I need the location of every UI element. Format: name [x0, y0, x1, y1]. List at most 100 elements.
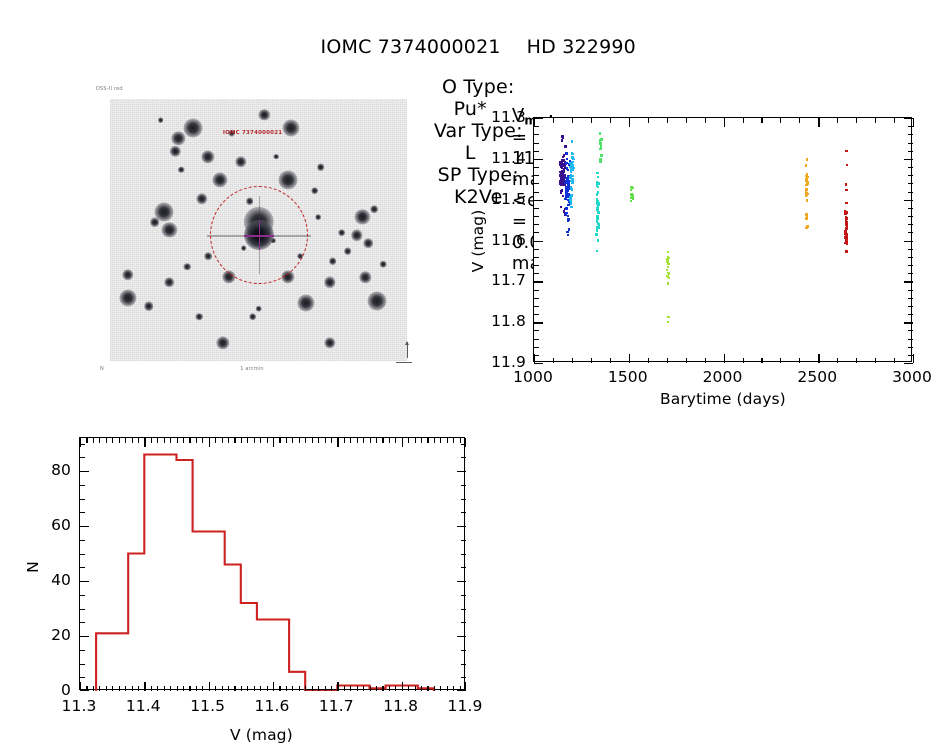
axis-tick-minor: [421, 438, 423, 443]
field-star: [350, 229, 363, 241]
light-curve-point: [845, 227, 848, 230]
axis-tick-major: [628, 354, 631, 363]
axis-tick-minor: [742, 118, 744, 123]
light-curve-point: [569, 185, 573, 189]
light-curve-point: [563, 162, 567, 165]
light-curve-point: [566, 219, 570, 223]
axis-tick-minor: [761, 358, 763, 363]
axis-tick-minor: [685, 118, 687, 123]
light-curve-point: [570, 205, 573, 209]
axis-tick-major: [208, 682, 211, 691]
axis-tick-minor: [80, 677, 85, 679]
light-curve-point: [845, 242, 849, 245]
axis-tick-major: [534, 240, 543, 242]
axis-tick-minor: [908, 314, 913, 316]
axis-tick-major: [904, 363, 913, 365]
light-curve-point: [805, 175, 809, 178]
light-curve-point: [568, 185, 571, 189]
axis-tick-minor: [459, 438, 461, 443]
axis-tick-major: [904, 281, 913, 283]
light-curve-point: [563, 176, 566, 180]
axis-tick-minor: [908, 183, 913, 185]
axis-tick-minor: [99, 438, 101, 443]
light-curve-point: [667, 272, 671, 276]
axis-tick-major: [913, 354, 915, 363]
axis-tick-minor: [461, 622, 466, 624]
axis-tick-minor: [534, 232, 539, 234]
light-curve-point: [569, 193, 573, 197]
axis-tick-minor: [908, 248, 913, 250]
light-curve-point: [565, 186, 568, 189]
axis-tick-minor: [324, 438, 326, 443]
light-curve-point: [845, 217, 848, 220]
axis-tick-minor: [908, 346, 913, 348]
field-star: [119, 289, 137, 307]
axis-tick-minor: [375, 438, 378, 443]
field-star: [255, 305, 262, 312]
axis-tick-major: [144, 682, 146, 691]
axis-tick-minor: [534, 338, 539, 340]
light-curve-point: [597, 202, 600, 205]
axis-tick-major: [904, 322, 913, 324]
object-type-label: O Type:: [442, 76, 515, 98]
axis-tick-minor: [176, 438, 178, 443]
light-curve-point: [595, 184, 599, 187]
axis-tick-minor: [311, 438, 313, 443]
field-star: [157, 117, 164, 123]
light-curve-point: [569, 196, 572, 199]
axis-tick-major: [818, 354, 820, 363]
light-curve-point: [569, 173, 573, 177]
axis-tick-minor: [799, 358, 801, 363]
light-curve-point: [596, 204, 600, 208]
field-star: [122, 268, 134, 281]
east-arrow-icon: [396, 361, 412, 363]
axis-tick-minor: [86, 686, 88, 691]
axis-tick-major: [534, 199, 543, 202]
light-curve-point: [564, 213, 568, 217]
light-curve-point: [563, 182, 567, 186]
axis-tick-minor: [534, 175, 539, 177]
axis-tick-minor: [780, 358, 782, 363]
light-curve-point: [595, 217, 599, 221]
axis-tick-minor: [894, 358, 896, 363]
light-curve-point: [805, 178, 809, 181]
axis-tick-minor: [318, 686, 320, 691]
axis-tick-minor: [118, 438, 120, 443]
histogram-x-axis-title: V (mag): [230, 726, 293, 744]
axis-tick-minor: [534, 265, 539, 267]
light-curve-point: [571, 174, 575, 178]
axis-tick-major: [723, 118, 725, 127]
field-star: [248, 312, 257, 321]
x-tick-label: 11.4: [125, 697, 161, 715]
axis-tick-minor: [704, 358, 706, 363]
light-curve-point: [570, 140, 574, 143]
histogram-curve: [95, 453, 435, 691]
axis-tick-minor: [742, 358, 744, 363]
light-curve-point: [564, 145, 567, 148]
axis-tick-minor: [427, 438, 429, 443]
light-curve-point: [559, 179, 562, 183]
light-curve-point: [666, 282, 670, 285]
axis-tick-minor: [875, 118, 877, 123]
axis-tick-minor: [908, 126, 913, 128]
light-curve-point: [595, 229, 599, 232]
light-curve-point: [806, 225, 809, 228]
axis-tick-minor: [279, 686, 281, 691]
axis-tick-minor: [590, 118, 593, 123]
light-curve-point: [565, 189, 568, 193]
light-curve-point: [595, 193, 599, 196]
light-curve-point: [845, 163, 849, 167]
axis-tick-minor: [647, 358, 649, 363]
axis-tick-minor: [170, 686, 172, 691]
light-curve-point: [561, 163, 564, 167]
light-curve-point: [565, 157, 569, 161]
axis-tick-major: [464, 438, 466, 447]
light-curve-point: [845, 149, 848, 153]
axis-tick-major: [534, 158, 543, 161]
light-curve-point: [560, 139, 564, 142]
light-curve-point: [599, 160, 602, 163]
axis-tick-minor: [908, 224, 913, 226]
axis-tick-major: [904, 158, 913, 161]
light-curve-point: [667, 262, 670, 266]
light-curve-point: [596, 185, 600, 189]
